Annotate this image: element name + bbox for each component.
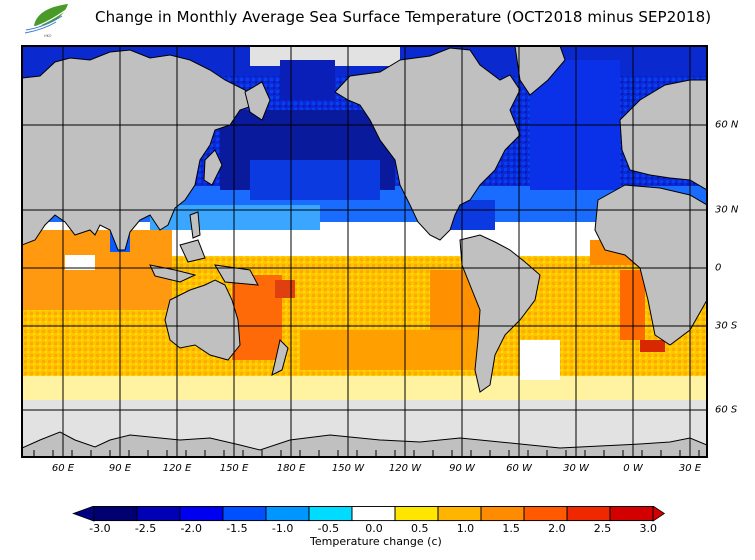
colorbar-tick-label: -1.0 — [271, 522, 294, 535]
ocean-south-pale-band — [22, 376, 707, 400]
colorbar-tick-label: 2.5 — [593, 522, 612, 535]
colorbar-bin — [566, 506, 611, 522]
colorbar-bin — [308, 506, 353, 522]
colorbar-tick-label: -3.0 — [89, 522, 111, 535]
sw-atlantic-mixed — [520, 340, 560, 380]
colorbar-tick-label: -2.5 — [134, 522, 157, 535]
lon-label-60e: 60 E — [51, 463, 75, 474]
map-frame — [21, 45, 708, 458]
lat-label-30s: 30 S — [715, 320, 738, 332]
chart-title: Change in Monthly Average Sea Surface Te… — [95, 8, 712, 26]
land-australia — [164, 279, 241, 361]
lon-label-120w: 120 W — [388, 463, 422, 474]
coral-sea-warm — [232, 275, 282, 360]
hko-logo: HKO — [24, 4, 68, 38]
leaf-icon — [34, 4, 68, 26]
colorbar-bin — [93, 506, 138, 522]
indian-white — [65, 255, 95, 270]
land-kamchatka — [244, 81, 271, 121]
colorbar-tick-label: -1.5 — [226, 522, 248, 535]
colorbar — [72, 506, 666, 522]
colorbar-bin — [609, 506, 654, 522]
colorbar-bin — [351, 506, 396, 522]
land-antarctica — [22, 431, 707, 457]
colorbar-bin — [523, 506, 568, 522]
land-philippines — [189, 211, 201, 239]
logo-text: HKO — [44, 34, 52, 38]
colorbar-bin — [480, 506, 525, 522]
land-indonesia — [149, 264, 197, 283]
lon-label-30e: 30 E — [678, 463, 702, 474]
land-borneo — [179, 239, 206, 263]
lon-label-60w: 60 W — [506, 463, 532, 474]
lon-label-150e: 150 E — [219, 463, 249, 474]
colorbar-title: Temperature change (c) — [310, 535, 442, 548]
land-greenland — [514, 46, 566, 96]
south-pacific-warm — [300, 330, 480, 370]
colorbar-arrow-high — [652, 506, 666, 522]
colorbar-tick-label: 0.5 — [411, 522, 429, 535]
lat-label-30n: 30 N — [715, 204, 739, 216]
lat-label-60s: 60 S — [715, 404, 738, 416]
lat-label-0: 0 — [715, 262, 722, 274]
lon-label-150w: 150 W — [331, 463, 365, 474]
lon-label-90e: 90 E — [108, 463, 132, 474]
land-new-zealand — [271, 339, 289, 376]
colorbar-tick-label: -0.5 — [317, 522, 340, 535]
land-japan — [203, 149, 223, 186]
colorbar-bin — [179, 506, 224, 522]
colorbar-bin — [265, 506, 310, 522]
lon-label-90w: 90 W — [449, 463, 475, 474]
colorbar-bin — [222, 506, 267, 522]
colorbar-bin — [394, 506, 439, 522]
lon-label-120e: 120 E — [162, 463, 192, 474]
land-africa — [594, 184, 707, 346]
land-south-america — [459, 234, 541, 393]
land — [22, 46, 707, 457]
north-pacific-mid — [250, 160, 380, 200]
graticule — [22, 46, 707, 457]
land-eurasia — [22, 49, 256, 251]
colorbar-tick-label: 0.0 — [365, 522, 383, 535]
subtropic-light-blue — [150, 205, 320, 230]
indian-warm — [22, 230, 172, 310]
coral-hot — [275, 280, 295, 298]
colorbar-tick-label: 3.0 — [639, 522, 658, 535]
land-europe — [619, 79, 707, 191]
colorbar-tick-label: 1.5 — [502, 522, 520, 535]
tropical-atlantic-white — [540, 225, 590, 255]
colorbar-tick-label: -2.0 — [180, 522, 202, 535]
colorbar-tick-label: 2.0 — [548, 522, 566, 535]
lon-label-30w: 30 W — [563, 463, 589, 474]
colorbar-arrow-low — [72, 506, 95, 522]
bering-cooling — [280, 60, 335, 100]
sst-change-map — [21, 45, 708, 458]
colorbar-bin — [136, 506, 181, 522]
bottom-ticks — [33, 450, 700, 457]
lat-label-60n: 60 N — [715, 119, 739, 131]
lon-label-0w: 0 W — [623, 463, 643, 474]
s-atlantic-hot — [640, 340, 665, 352]
colorbar-tick-label: 1.0 — [456, 522, 475, 535]
land-north-america — [334, 47, 521, 241]
colorbar-bin — [437, 506, 482, 522]
lon-label-180e: 180 E — [276, 463, 306, 474]
